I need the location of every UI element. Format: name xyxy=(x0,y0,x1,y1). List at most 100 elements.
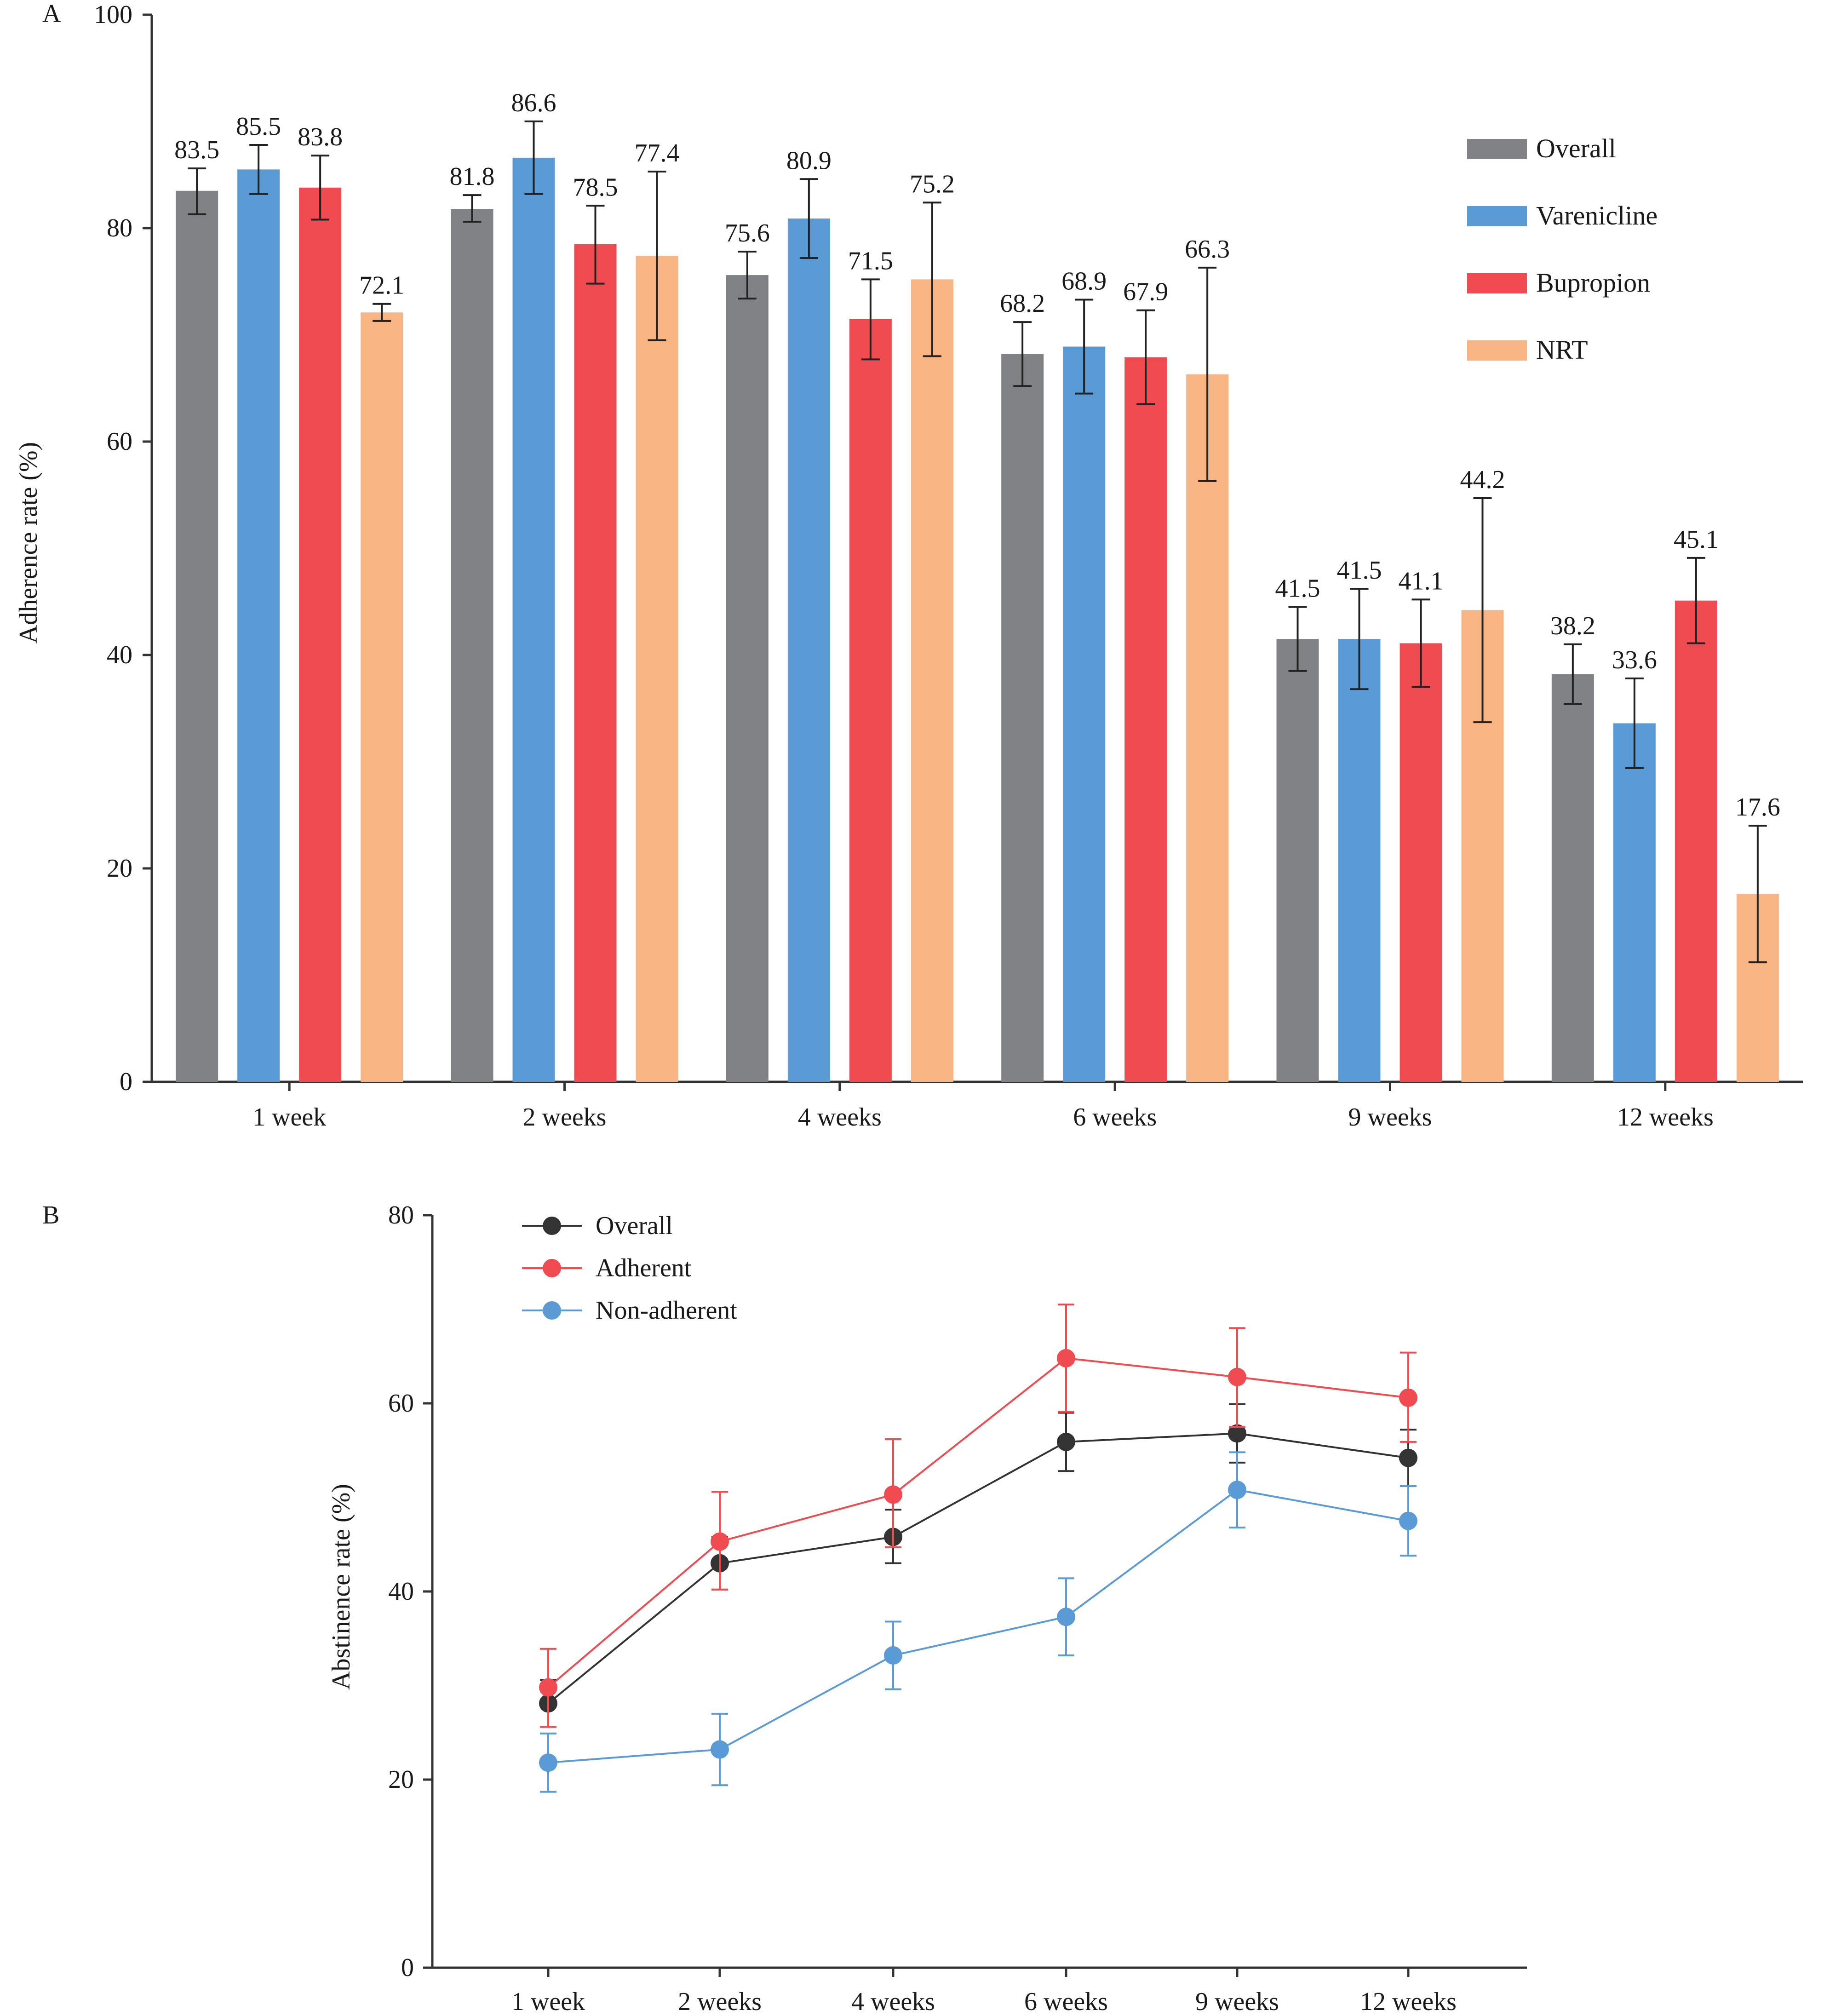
x-tick-label: 1 week xyxy=(252,1103,326,1131)
legend-marker xyxy=(543,1259,561,1277)
data-label: 68.9 xyxy=(1061,267,1107,295)
x-tick-label: 1 week xyxy=(511,1987,585,2016)
data-point xyxy=(1228,1424,1246,1443)
bar xyxy=(1276,639,1319,1082)
x-tick-label: 2 weeks xyxy=(523,1103,607,1131)
data-label: 83.5 xyxy=(174,136,219,164)
series-line xyxy=(547,1357,1409,1689)
y-tick-label: 20 xyxy=(107,854,132,883)
bar xyxy=(1613,723,1656,1082)
y-tick-label: 0 xyxy=(120,1068,132,1096)
x-tick-label: 6 weeks xyxy=(1024,1987,1108,2016)
bar xyxy=(1186,374,1229,1082)
data-label: 86.6 xyxy=(511,89,556,117)
data-label: 68.2 xyxy=(1000,289,1045,318)
data-label: 78.5 xyxy=(573,173,618,201)
data-point xyxy=(1399,1511,1417,1530)
y-tick-label: 80 xyxy=(107,214,132,242)
x-tick-label: 12 weeks xyxy=(1617,1103,1714,1131)
bar xyxy=(726,275,769,1082)
panel-a-axes: 0 20 40 60 80 100 1 week 2 weeks 4 weeks 6 weeks 9… xyxy=(94,0,1803,1131)
legend-entry: Overall xyxy=(1536,133,1616,163)
bar xyxy=(512,157,555,1082)
data-point xyxy=(1228,1367,1246,1386)
bar xyxy=(1551,674,1594,1082)
data-point xyxy=(1228,1481,1246,1499)
data-point xyxy=(1057,1608,1075,1626)
data-label: 17.6 xyxy=(1735,793,1780,821)
legend-swatch xyxy=(1467,273,1527,293)
legend-entry: Bupropion xyxy=(1536,268,1650,298)
panel-a-label: A xyxy=(42,0,61,28)
data-point xyxy=(1399,1388,1417,1407)
bar xyxy=(237,169,280,1082)
data-label: 81.8 xyxy=(450,162,495,191)
bar xyxy=(574,244,617,1082)
y-tick-label: 60 xyxy=(107,427,132,456)
series-line xyxy=(548,1489,1409,1764)
data-point xyxy=(711,1740,729,1759)
bar xyxy=(299,187,342,1082)
bar xyxy=(787,218,830,1082)
panel-b-label: B xyxy=(42,1201,59,1229)
y-tick-label: 20 xyxy=(388,1765,414,1794)
legend-swatch xyxy=(1467,206,1527,226)
legend-entry: Varenicline xyxy=(1536,201,1658,230)
data-label: 77.4 xyxy=(635,139,680,167)
series-line xyxy=(547,1432,1409,1704)
bar xyxy=(636,256,678,1082)
bar xyxy=(451,209,493,1082)
bar xyxy=(1338,639,1381,1082)
data-label: 38.2 xyxy=(1550,612,1595,640)
data-label: 41.5 xyxy=(1275,574,1320,603)
data-label: 72.1 xyxy=(359,271,404,300)
data-label: 85.5 xyxy=(236,112,281,141)
x-tick-label: 2 weeks xyxy=(678,1987,762,2016)
data-point xyxy=(1399,1448,1417,1467)
data-label: 45.1 xyxy=(1674,525,1719,554)
panel-a-bars: 83.5 85.5 83.8 72.1 81.8 86.6 78.5 77.4 75.6 80.9… xyxy=(174,89,1780,1082)
data-label: 75.2 xyxy=(910,170,955,198)
y-tick-label: 60 xyxy=(388,1389,414,1418)
data-label: 83.8 xyxy=(298,123,343,151)
panel-b-line-chart: B Abstinence rate (%) 0 20 40 60 80 1 week 2 w… xyxy=(42,1201,1527,2016)
bar xyxy=(1675,600,1717,1082)
legend-entry: Non-adherent xyxy=(596,1296,737,1325)
data-label: 66.3 xyxy=(1185,235,1230,264)
x-tick-label: 9 weeks xyxy=(1348,1103,1432,1131)
bar xyxy=(1001,354,1044,1082)
legend-entry: Adherent xyxy=(596,1254,692,1282)
data-point xyxy=(711,1532,729,1551)
data-point xyxy=(1057,1432,1075,1451)
data-point xyxy=(1057,1349,1075,1367)
y-tick-label: 100 xyxy=(94,0,132,29)
y-tick-label: 80 xyxy=(388,1201,414,1229)
data-label: 71.5 xyxy=(848,247,893,275)
bar xyxy=(1063,346,1106,1082)
panel-b-legend: Overall Adherent Non-adherent xyxy=(522,1212,737,1325)
data-point xyxy=(884,1485,902,1504)
bar xyxy=(361,312,403,1082)
panel-a-legend: Overall Varenicline Bupropion NRT xyxy=(1467,133,1658,365)
x-tick-label: 12 weeks xyxy=(1360,1987,1457,2016)
panel-b-y-axis-label: Abstinence rate (%) xyxy=(327,1484,356,1690)
y-tick-label: 40 xyxy=(388,1577,414,1606)
legend-entry: NRT xyxy=(1536,335,1588,365)
bar xyxy=(1400,643,1442,1082)
panel-b-axes: 0 20 40 60 80 1 week 2 weeks 4 weeks 6 weeks 9 we… xyxy=(388,1201,1527,2016)
bar xyxy=(849,319,892,1082)
data-label: 80.9 xyxy=(786,146,832,175)
y-tick-label: 0 xyxy=(401,1953,414,1982)
panel-b-lines xyxy=(539,1304,1417,1793)
data-point xyxy=(539,1753,557,1772)
legend-marker xyxy=(543,1217,561,1235)
legend-marker xyxy=(543,1301,561,1320)
legend-swatch xyxy=(1467,340,1527,361)
data-point xyxy=(539,1678,557,1697)
data-label: 41.5 xyxy=(1337,556,1382,585)
legend-swatch xyxy=(1467,139,1527,159)
bar xyxy=(1124,357,1167,1082)
bar xyxy=(911,279,953,1082)
x-tick-label: 9 weeks xyxy=(1195,1987,1279,2016)
data-label: 44.2 xyxy=(1460,465,1505,494)
